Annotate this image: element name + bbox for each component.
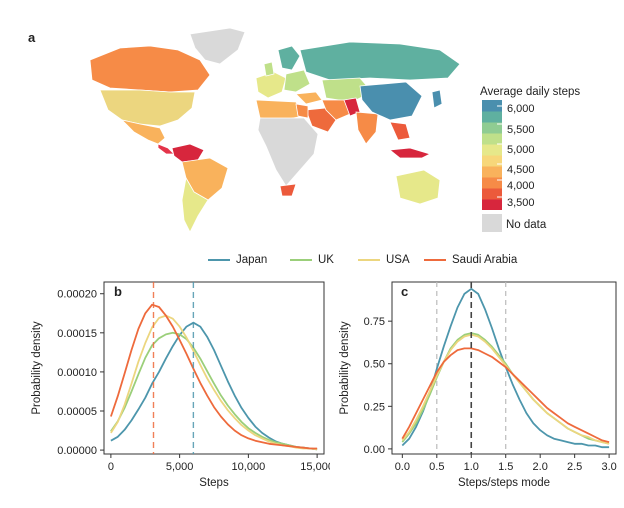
legend-item: UK (290, 254, 334, 266)
no-data-label: No data (506, 219, 547, 231)
region-japan (431, 89, 443, 109)
legend-swatch (358, 259, 380, 261)
x-axis-label: Steps/steps mode (458, 477, 550, 489)
series-legend: Japan UK USA Saudi Arabia (0, 254, 624, 272)
colorbar-segment (482, 188, 502, 200)
series-line (401, 347, 610, 443)
region-saudi-arabia (305, 107, 337, 133)
region-australia (395, 169, 441, 205)
legend-swatch (424, 259, 446, 261)
x-tick-label: 10,000 (232, 461, 266, 473)
plot-frame (391, 281, 617, 455)
y-tick-label: 0.00015 (57, 328, 97, 340)
region-usa (99, 89, 196, 127)
y-axis-label: Probability density (31, 321, 43, 415)
legend-label: UK (318, 254, 334, 266)
map-legend-title: Average daily steps (480, 86, 581, 98)
map-colorbar (482, 100, 502, 210)
y-tick-label: 0.50 (364, 359, 385, 371)
region-iran (321, 99, 351, 121)
region-canada (89, 45, 211, 93)
x-axis-label: Steps (199, 477, 229, 489)
x-tick-label: 1.5 (498, 461, 513, 473)
region-russia (299, 41, 461, 81)
legend-label: Saudi Arabia (452, 254, 518, 266)
region-southeast-asia (389, 121, 411, 141)
x-tick-label: 0 (108, 461, 114, 473)
series-line (110, 303, 318, 450)
map-legend-tick: 4,000 (507, 180, 535, 192)
region-greenland (189, 27, 246, 65)
region-europe-west (255, 71, 287, 99)
colorbar-segment (482, 155, 502, 167)
panel-label-a: a (28, 30, 36, 45)
x-tick-label: 1.0 (464, 461, 479, 473)
region-europe-east (283, 69, 311, 93)
panel-label-c: c (401, 284, 409, 299)
chart-normalized-density: 0.0 0.5 1.0 1.5 2.0 2.5 3.0 0.00 0.25 0.50 0.75 Ste… (339, 281, 617, 489)
series-line (401, 333, 610, 445)
legend-swatch (290, 259, 312, 261)
x-tick-label: 0.5 (429, 461, 444, 473)
x-tick-label: 0.0 (395, 461, 410, 473)
region-egypt (295, 103, 309, 119)
y-tick-label: 0.00 (364, 444, 385, 456)
x-tick-label: 5,000 (166, 461, 194, 473)
map-legend-tick: 6,000 (507, 103, 535, 115)
y-tick-label: 0.25 (364, 401, 385, 413)
x-tick-label: 15,000 (300, 461, 330, 473)
y-tick-label: 0.00020 (57, 289, 97, 301)
region-turkey (295, 91, 323, 105)
y-tick-label: 0.75 (364, 316, 385, 328)
region-africa-nodata (257, 117, 319, 187)
region-indonesia (388, 147, 432, 159)
colorbar-segment (482, 199, 502, 210)
colorbar-segment (482, 111, 502, 123)
legend-item: USA (358, 254, 410, 266)
region-mexico (120, 119, 166, 145)
series-line (110, 331, 318, 451)
region-scandinavia (277, 45, 301, 71)
region-south-america-south (181, 176, 209, 233)
legend-label: Japan (236, 254, 268, 266)
legend-item: Saudi Arabia (424, 254, 517, 266)
map-legend-tick: 4,500 (507, 164, 535, 176)
colorbar-segment (482, 100, 502, 112)
y-axis-label: Probability density (339, 321, 351, 415)
region-china (359, 81, 423, 121)
x-tick-label: 3.0 (601, 461, 616, 473)
map-legend-tick: 5,000 (507, 144, 535, 156)
panel-label-b: b (114, 284, 122, 299)
colorbar-segment (482, 122, 502, 134)
map-legend-tick: 3,500 (507, 197, 535, 209)
region-south-africa (279, 183, 297, 197)
y-tick-label: 0.00000 (57, 445, 97, 457)
legend-swatch (208, 259, 230, 261)
no-data-swatch (482, 214, 502, 232)
colorbar-segment (482, 144, 502, 156)
legend-item: Japan (208, 254, 267, 266)
chart-steps-density: 0 5,000 10,000 15,000 0.00000 0.00005 0.00010 0… (31, 281, 330, 489)
colorbar-segment (482, 166, 502, 178)
world-choropleth-map (89, 27, 461, 233)
x-tick-label: 2.5 (567, 461, 582, 473)
series-line (110, 321, 318, 451)
y-tick-label: 0.00010 (57, 367, 97, 379)
region-india (355, 111, 379, 145)
region-uk (263, 61, 275, 77)
map-legend-tick: 5,500 (507, 124, 535, 136)
colorbar-segment (482, 133, 502, 145)
y-tick-label: 0.00005 (57, 406, 97, 418)
legend-label: USA (386, 254, 410, 266)
plot-frame (103, 281, 325, 455)
region-central-america (157, 143, 175, 155)
colorbar-segment (482, 177, 502, 189)
x-tick-label: 2.0 (533, 461, 548, 473)
